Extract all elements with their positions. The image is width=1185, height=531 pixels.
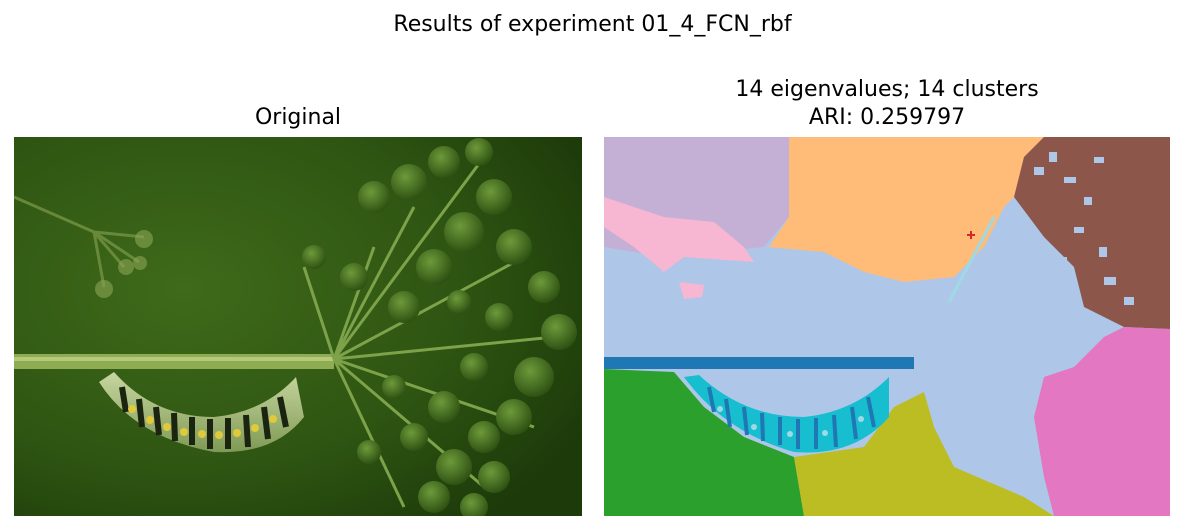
cluster-cyan (684, 375, 889, 453)
cluster-orange (769, 137, 1044, 282)
figure-suptitle: Results of experiment 01_4_FCN_rbf (393, 12, 792, 37)
cluster-brown (1014, 137, 1170, 329)
cluster-blue (604, 357, 914, 369)
segmentation-title: 14 eigenvalues; 14 clusters ARI: 0.25979… (604, 76, 1170, 132)
segmentation-title-line2: ARI: 0.259797 (808, 105, 966, 130)
original-image (14, 137, 582, 516)
cluster-olive (794, 392, 1054, 516)
cluster-red-marker (967, 231, 975, 239)
original-title: Original (254, 105, 342, 130)
cluster-teal-streak (947, 216, 996, 303)
caterpillar (99, 372, 304, 453)
cluster-green (604, 369, 804, 516)
caterpillar-photo (14, 137, 582, 516)
segmentation-map (604, 137, 1170, 516)
cluster-pink (604, 197, 754, 272)
cluster-magenta (1034, 327, 1170, 516)
segmentation-image (604, 137, 1170, 516)
segmentation-title-line1: 14 eigenvalues; 14 clusters (735, 77, 1039, 102)
